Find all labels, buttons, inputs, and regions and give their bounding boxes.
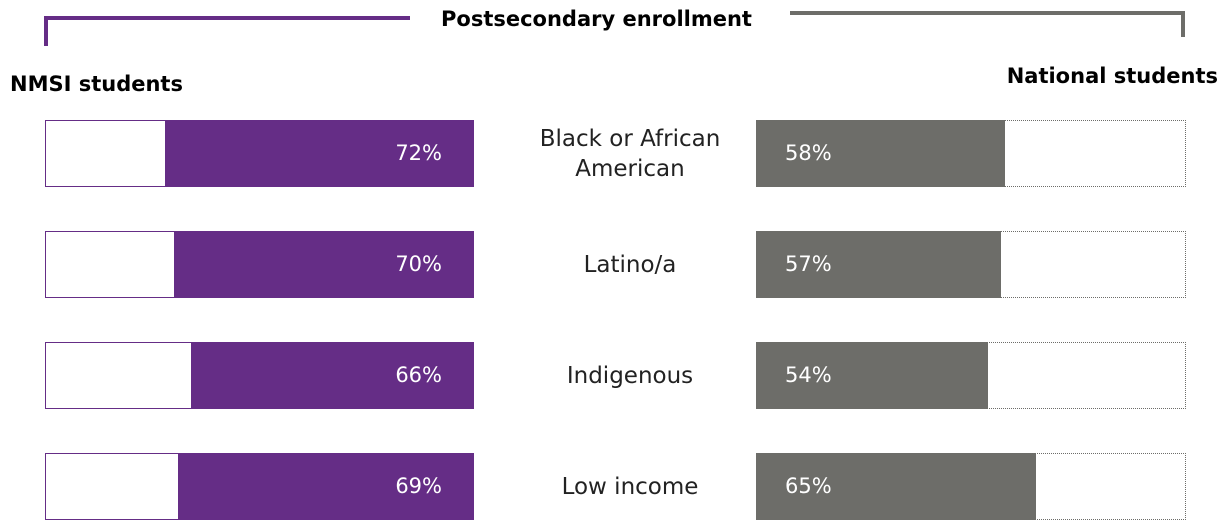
legend-left: NMSI students	[10, 72, 183, 96]
brackets	[44, 11, 1185, 46]
value-label: 58%	[785, 141, 832, 165]
value-label: 57%	[785, 252, 832, 276]
value-label: 54%	[785, 363, 832, 387]
value-label: 69%	[395, 474, 442, 498]
legend-right: National students	[1006, 64, 1218, 88]
value-label: 70%	[395, 252, 442, 276]
bar	[756, 453, 1036, 520]
bar	[173, 231, 474, 298]
bar	[165, 120, 474, 187]
right-bracket	[790, 11, 1185, 37]
value-label: 65%	[785, 474, 832, 498]
bar	[756, 231, 1002, 298]
category-label: Low income	[561, 473, 699, 500]
left-bracket	[44, 16, 410, 46]
chart-title: Postsecondary enrollment	[441, 7, 752, 31]
bar	[177, 453, 474, 520]
category-label: Black or African American	[539, 125, 721, 182]
value-label: 72%	[395, 141, 442, 165]
category-label: Indigenous	[566, 362, 694, 389]
value-label: 66%	[395, 363, 442, 387]
category-label: Latino/a	[583, 251, 677, 278]
bar	[756, 120, 1006, 187]
bar	[756, 342, 989, 409]
bar	[190, 342, 474, 409]
